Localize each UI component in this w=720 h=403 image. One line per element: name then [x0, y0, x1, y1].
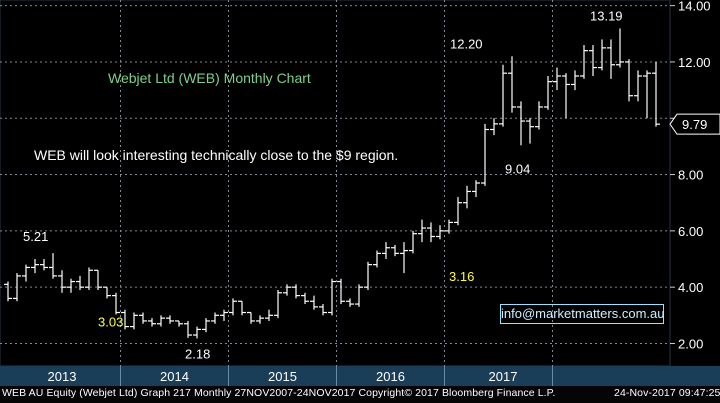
y-tick-label: 6.00 — [678, 224, 703, 239]
x-tick-label: 2016 — [376, 369, 405, 384]
x-tick-label: 2017 — [489, 369, 518, 384]
contact-email[interactable]: info@marketmatters.com.au — [500, 304, 664, 324]
price-annotation: 13.19 — [590, 8, 623, 23]
plot-area — [0, 0, 671, 367]
price-annotation: 3.16 — [449, 269, 474, 284]
x-tick-label: 2013 — [48, 369, 77, 384]
footer-source: WEB AU Equity (Webjet Ltd) Graph 217 Mon… — [2, 387, 556, 399]
x-axis-band — [0, 366, 720, 386]
footer-band — [0, 386, 720, 403]
chart-title: Webjet Ltd (WEB) Monthly Chart — [108, 70, 311, 86]
y-tick-label: 4.00 — [678, 280, 703, 295]
y-tick-label: 2.00 — [678, 336, 703, 351]
chart-commentary: WEB will look interesting technically cl… — [34, 147, 399, 163]
footer-timestamp: 24-Nov-2017 09:47:25 — [614, 387, 720, 399]
y-tick-label: 12.00 — [678, 55, 711, 70]
price-annotation: 2.18 — [185, 346, 210, 361]
y-tick-label: 14.00 — [678, 0, 711, 14]
price-annotation: 9.04 — [505, 161, 530, 176]
price-annotation: 3.03 — [98, 314, 123, 329]
price-annotation: 5.21 — [23, 229, 48, 244]
chart-footer: WEB AU Equity (Webjet Ltd) Graph 217 Mon… — [2, 387, 720, 399]
y-tick-label: 8.00 — [678, 168, 703, 183]
x-tick-label: 2015 — [268, 369, 297, 384]
price-annotation: 12.20 — [450, 36, 483, 51]
last-price-box — [669, 113, 720, 135]
x-tick-label: 2014 — [160, 369, 189, 384]
last-price-label: 9.79 — [682, 117, 707, 132]
